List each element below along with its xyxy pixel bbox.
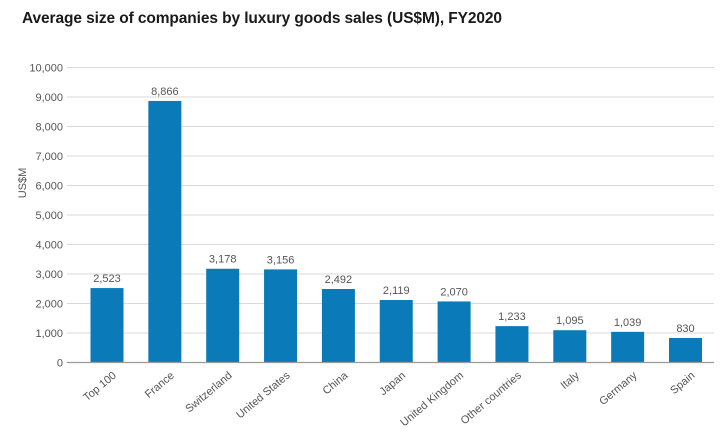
y-tick-label: 5,000 <box>35 210 63 222</box>
y-axis-ticks: 0 1,000 2,000 3,000 4,000 5,000 6,000 7,000 8,00… <box>29 63 63 370</box>
y-tick-label: 0 <box>57 358 63 370</box>
x-tick-label: Japan <box>377 370 408 398</box>
bar <box>90 288 124 363</box>
data-label: 1,233 <box>498 311 526 323</box>
y-axis-label: US$M <box>17 168 29 199</box>
data-label: 8,866 <box>151 86 179 98</box>
y-tick-label: 2,000 <box>35 299 63 311</box>
y-tick-label: 8,000 <box>35 122 63 134</box>
data-label: 1,039 <box>614 317 642 329</box>
data-label: 1,095 <box>556 315 584 327</box>
x-tick-label: Germany <box>597 369 640 408</box>
bar <box>553 330 587 363</box>
x-tick-label: Switzerland <box>183 370 234 416</box>
x-tick-label: Spain <box>668 370 697 397</box>
data-label: 2,523 <box>93 273 121 285</box>
data-label: 2,070 <box>440 286 468 298</box>
y-tick-label: 3,000 <box>35 269 63 281</box>
bar <box>495 326 529 363</box>
data-label: 3,156 <box>267 254 295 266</box>
x-tick-label: United Kingdom <box>398 370 466 430</box>
x-tick-label: Top 100 <box>81 370 119 404</box>
bar <box>206 268 240 363</box>
bar <box>379 299 413 363</box>
bar <box>321 288 355 363</box>
y-tick-label: 10,000 <box>29 63 63 75</box>
bar <box>148 100 182 363</box>
data-label: 2,492 <box>325 274 353 286</box>
chart-title: Average size of companies by luxury good… <box>22 10 502 27</box>
bar <box>611 331 645 363</box>
y-tick-label: 7,000 <box>35 151 63 163</box>
x-tick-label: China <box>321 369 351 397</box>
bar <box>264 269 298 363</box>
data-label: 830 <box>676 323 694 335</box>
y-tick-label: 6,000 <box>35 181 63 193</box>
x-axis-ticks: Top 100 France Switzerland United States Chi… <box>81 369 697 429</box>
x-tick-label: Other countries <box>459 369 525 427</box>
y-tick-label: 9,000 <box>35 92 63 104</box>
x-tick-label: France <box>143 370 177 401</box>
x-tick-label: United States <box>234 369 293 421</box>
y-tick-label: 4,000 <box>35 240 63 252</box>
value-labels: 2,523 8,866 3,178 3,156 2,492 2,119 2,070 1,233… <box>93 86 694 335</box>
bars <box>90 100 702 363</box>
y-tick-label: 1,000 <box>35 328 63 340</box>
data-label: 2,119 <box>383 285 410 297</box>
bar <box>669 338 702 363</box>
data-label: 3,178 <box>209 254 237 266</box>
bar <box>437 301 471 363</box>
x-tick-label: Italy <box>559 369 583 391</box>
